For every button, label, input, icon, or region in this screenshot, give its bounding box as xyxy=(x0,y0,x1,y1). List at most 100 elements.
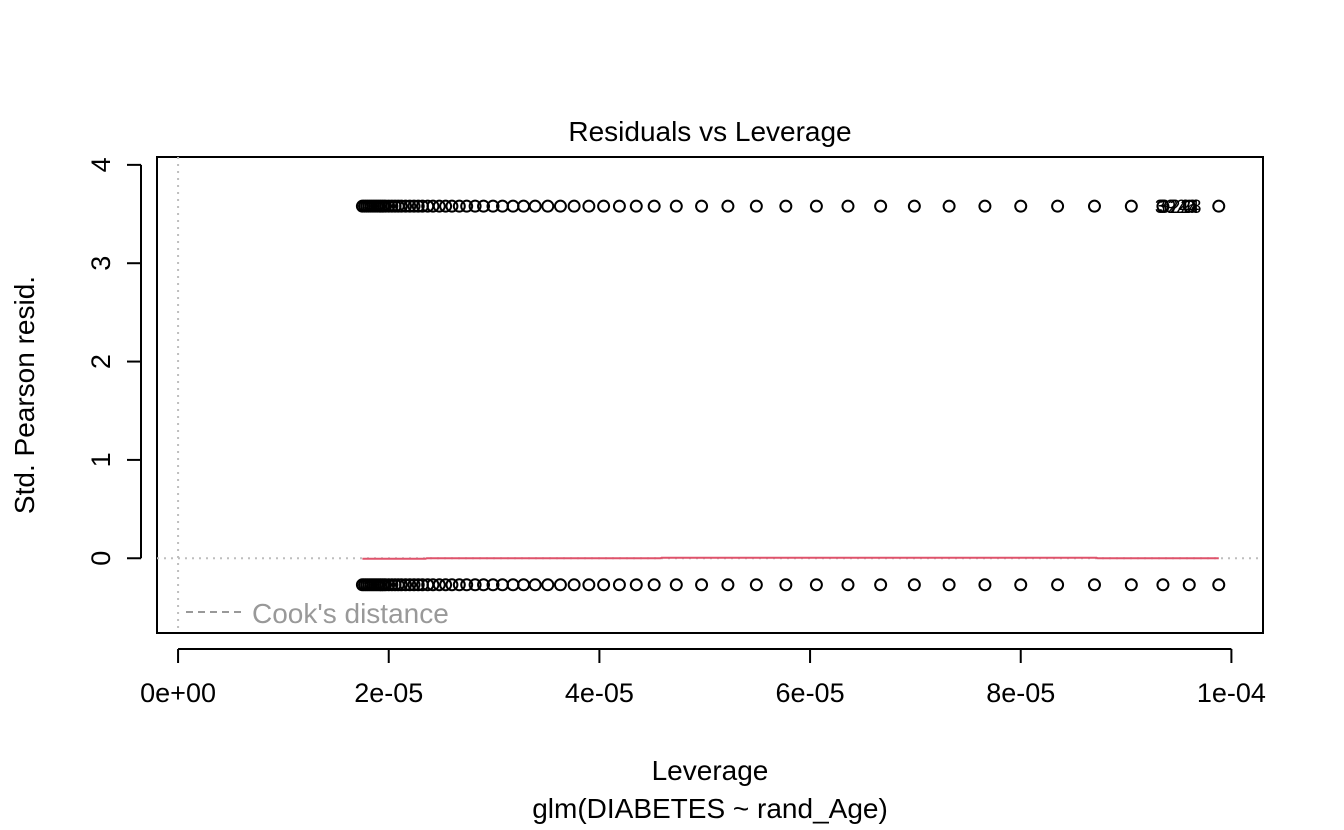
data-point xyxy=(582,199,596,213)
data-point xyxy=(567,578,581,592)
x-tick-label: 1e-04 xyxy=(1197,678,1266,708)
smooth-line xyxy=(362,556,1219,560)
data-point xyxy=(452,199,466,213)
data-point xyxy=(1212,199,1226,213)
data-point xyxy=(411,199,425,213)
data-point xyxy=(1182,199,1196,213)
data-point xyxy=(411,578,425,592)
y-axis: 0 1 2 3 4 xyxy=(86,157,142,566)
data-point xyxy=(403,578,417,592)
data-point xyxy=(468,199,482,213)
data-point xyxy=(1212,578,1226,592)
data-point xyxy=(541,199,555,213)
data-point xyxy=(468,578,482,592)
data-point xyxy=(841,199,855,213)
data-point xyxy=(874,578,888,592)
data-point xyxy=(597,199,611,213)
data-point xyxy=(669,199,683,213)
data-point xyxy=(809,199,823,213)
data-point xyxy=(541,578,555,592)
data-point xyxy=(528,199,542,213)
y-axis-label: Std. Pearson resid. xyxy=(9,276,40,514)
y-tick-label: 4 xyxy=(86,157,116,172)
data-point xyxy=(907,578,921,592)
data-point xyxy=(477,199,491,213)
x-axis: 0e+00 2e-05 4e-05 6e-05 8e-05 1e-04 xyxy=(140,648,1266,708)
smooth-line-group xyxy=(362,556,1219,560)
point-label: 3228 xyxy=(1159,197,1201,218)
data-point xyxy=(721,578,735,592)
data-point xyxy=(978,578,992,592)
y-tick-label: 0 xyxy=(86,551,116,566)
data-point xyxy=(597,578,611,592)
y-tick-label: 2 xyxy=(86,354,116,369)
data-point xyxy=(779,578,793,592)
data-point xyxy=(460,578,474,592)
data-point xyxy=(809,578,823,592)
chart-title: Residuals vs Leverage xyxy=(568,116,851,147)
x-tick-label: 0e+00 xyxy=(140,678,216,708)
data-point xyxy=(1156,199,1170,213)
data-point xyxy=(695,199,709,213)
data-point xyxy=(506,199,520,213)
x-tick-label: 2e-05 xyxy=(354,678,423,708)
data-point xyxy=(942,578,956,592)
data-point xyxy=(629,578,643,592)
data-point xyxy=(612,199,626,213)
x-axis-label: Leverage xyxy=(652,755,769,786)
data-point xyxy=(749,578,763,592)
data-point xyxy=(407,578,421,592)
data-point xyxy=(394,578,408,592)
data-point xyxy=(582,578,596,592)
data-point xyxy=(553,199,567,213)
x-tick-label: 6e-05 xyxy=(776,678,845,708)
data-point xyxy=(1014,578,1028,592)
data-point xyxy=(407,199,421,213)
data-point xyxy=(517,578,531,592)
points-group xyxy=(355,199,1226,592)
data-point xyxy=(477,578,491,592)
y-tick-label: 3 xyxy=(86,256,116,271)
data-point xyxy=(1124,199,1138,213)
data-point xyxy=(445,199,459,213)
x-tick-label: 4e-05 xyxy=(565,678,634,708)
data-point xyxy=(432,578,446,592)
data-point xyxy=(647,199,661,213)
data-point xyxy=(612,578,626,592)
data-point xyxy=(517,199,531,213)
data-point xyxy=(1014,199,1028,213)
plot-frame xyxy=(156,156,1264,634)
data-point xyxy=(1182,578,1196,592)
chart-subtitle: glm(DIABETES ~ rand_Age) xyxy=(532,793,888,824)
data-point xyxy=(1124,578,1138,592)
x-tick-label: 8e-05 xyxy=(986,678,1055,708)
data-point xyxy=(403,199,417,213)
data-point xyxy=(647,578,661,592)
data-point xyxy=(486,199,500,213)
data-point xyxy=(553,578,567,592)
data-point xyxy=(1051,578,1065,592)
data-point xyxy=(1087,578,1101,592)
reference-lines xyxy=(157,157,1263,633)
legend: Cook's distance xyxy=(186,598,449,629)
data-point xyxy=(1156,578,1170,592)
data-point xyxy=(486,578,500,592)
data-point xyxy=(629,199,643,213)
data-point xyxy=(426,578,440,592)
data-point xyxy=(399,578,413,592)
data-point xyxy=(874,199,888,213)
data-point xyxy=(669,578,683,592)
data-point xyxy=(907,199,921,213)
data-point xyxy=(1087,199,1101,213)
data-point xyxy=(506,578,520,592)
data-point xyxy=(528,578,542,592)
point-label: 3244 xyxy=(1157,197,1200,218)
data-point xyxy=(978,199,992,213)
data-point xyxy=(399,199,413,213)
data-point xyxy=(942,199,956,213)
data-point xyxy=(439,578,453,592)
data-point xyxy=(567,199,581,213)
data-point xyxy=(426,199,440,213)
